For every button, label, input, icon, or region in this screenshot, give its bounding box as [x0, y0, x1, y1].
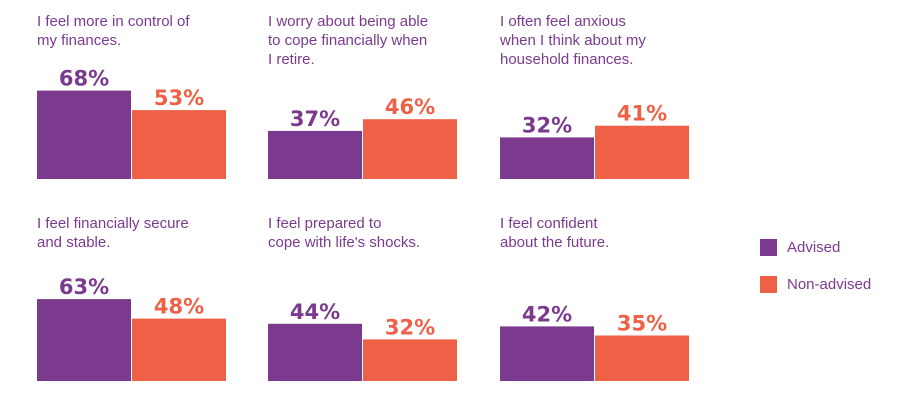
bar-chart: 44% 32% — [268, 300, 457, 381]
chart-title: I worry about being able to cope financi… — [268, 13, 429, 68]
chart-title: I feel financially secure and stable. — [37, 215, 189, 251]
data-label-advised: 42% — [522, 302, 572, 326]
chart-panel-anxious: I often feel anxious when I think about … — [500, 12, 700, 192]
chart-panel-retire: I worry about being able to cope financi… — [268, 12, 468, 192]
data-label-non-advised: 35% — [617, 312, 667, 336]
data-label-advised: 32% — [522, 113, 572, 137]
data-label-non-advised: 32% — [385, 315, 435, 339]
data-label-non-advised: 41% — [617, 102, 667, 126]
chart-title: I feel more in control of my finances. — [37, 13, 190, 49]
bar-advised — [268, 130, 362, 179]
bar-chart: 32% 41% — [500, 102, 689, 179]
bar-chart: 37% 46% — [268, 95, 457, 179]
data-label-advised: 37% — [290, 107, 340, 131]
bar-non-advised — [363, 119, 457, 179]
chart-panel-secure: I feel financially secure and stable. 63… — [37, 214, 237, 394]
bar-advised — [37, 90, 131, 179]
chart-panel-shocks: I feel prepared to cope with life's shoc… — [268, 214, 468, 394]
chart-panel-control: I feel more in control of my finances. 6… — [37, 12, 237, 192]
data-label-non-advised: 48% — [154, 295, 204, 319]
bar-chart: 68% 53% — [37, 67, 226, 179]
bar-advised — [268, 323, 362, 381]
bar-advised — [500, 137, 594, 179]
legend-swatch-advised — [760, 239, 777, 256]
bar-non-advised — [363, 339, 457, 381]
bar-advised — [37, 299, 131, 381]
chart-panel-confident: I feel confident about the future. 42% 35… — [500, 214, 700, 394]
bar-advised — [500, 326, 594, 381]
bar-non-advised — [132, 318, 226, 381]
data-label-advised: 63% — [59, 275, 109, 299]
legend-label: Non-advised — [787, 276, 872, 293]
chart-title: I feel prepared to cope with life's shoc… — [268, 215, 421, 251]
bar-chart: 63% 48% — [37, 275, 226, 381]
legend-label: Advised — [787, 239, 841, 256]
legend-item-advised: Advised — [760, 238, 900, 258]
chart-title: I often feel anxious when I think about … — [500, 13, 646, 68]
bar-non-advised — [132, 110, 226, 179]
chart-title: I feel confident about the future. — [500, 215, 610, 251]
bar-non-advised — [595, 125, 689, 179]
data-label-non-advised: 53% — [154, 86, 204, 110]
bar-non-advised — [595, 335, 689, 381]
bar-chart: 42% 35% — [500, 302, 689, 381]
data-label-non-advised: 46% — [385, 95, 435, 119]
data-label-advised: 68% — [59, 67, 109, 91]
data-label-advised: 44% — [290, 300, 340, 324]
legend-swatch-non-advised — [760, 276, 777, 293]
legend-item-non-advised: Non-advised — [760, 275, 900, 295]
